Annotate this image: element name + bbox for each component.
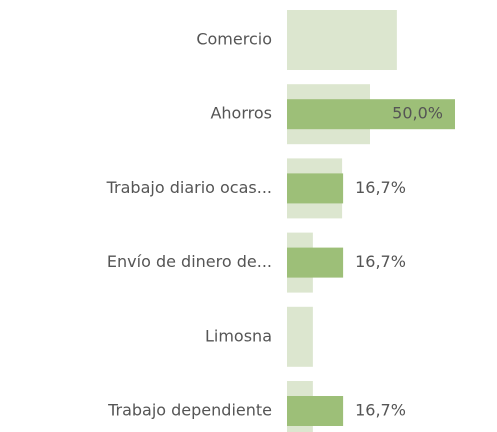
category-label: Comercio bbox=[196, 30, 272, 49]
value-label: 16,7% bbox=[355, 252, 406, 271]
category-label: Envío de dinero de... bbox=[107, 252, 272, 271]
bar bbox=[287, 306, 313, 367]
category-label: Limosna bbox=[205, 326, 272, 345]
value-label: 50,0% bbox=[392, 104, 443, 123]
bar bbox=[287, 99, 455, 130]
category-label: Trabajo dependiente bbox=[107, 401, 272, 420]
value-label: 16,7% bbox=[355, 178, 406, 197]
category-label: Trabajo diario ocas... bbox=[106, 178, 272, 197]
value-label: 16,7% bbox=[355, 401, 406, 420]
bar bbox=[287, 247, 344, 278]
category-label: Ahorros bbox=[210, 104, 272, 123]
bar bbox=[287, 10, 397, 70]
bar bbox=[287, 396, 344, 426]
bar bbox=[287, 173, 344, 204]
